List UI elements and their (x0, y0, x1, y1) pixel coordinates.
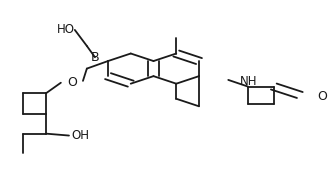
Text: B: B (91, 51, 99, 64)
Text: O: O (67, 76, 77, 89)
Text: HO: HO (57, 23, 75, 36)
Text: NH: NH (240, 75, 257, 88)
Text: OH: OH (72, 129, 89, 142)
Text: O: O (318, 90, 328, 103)
